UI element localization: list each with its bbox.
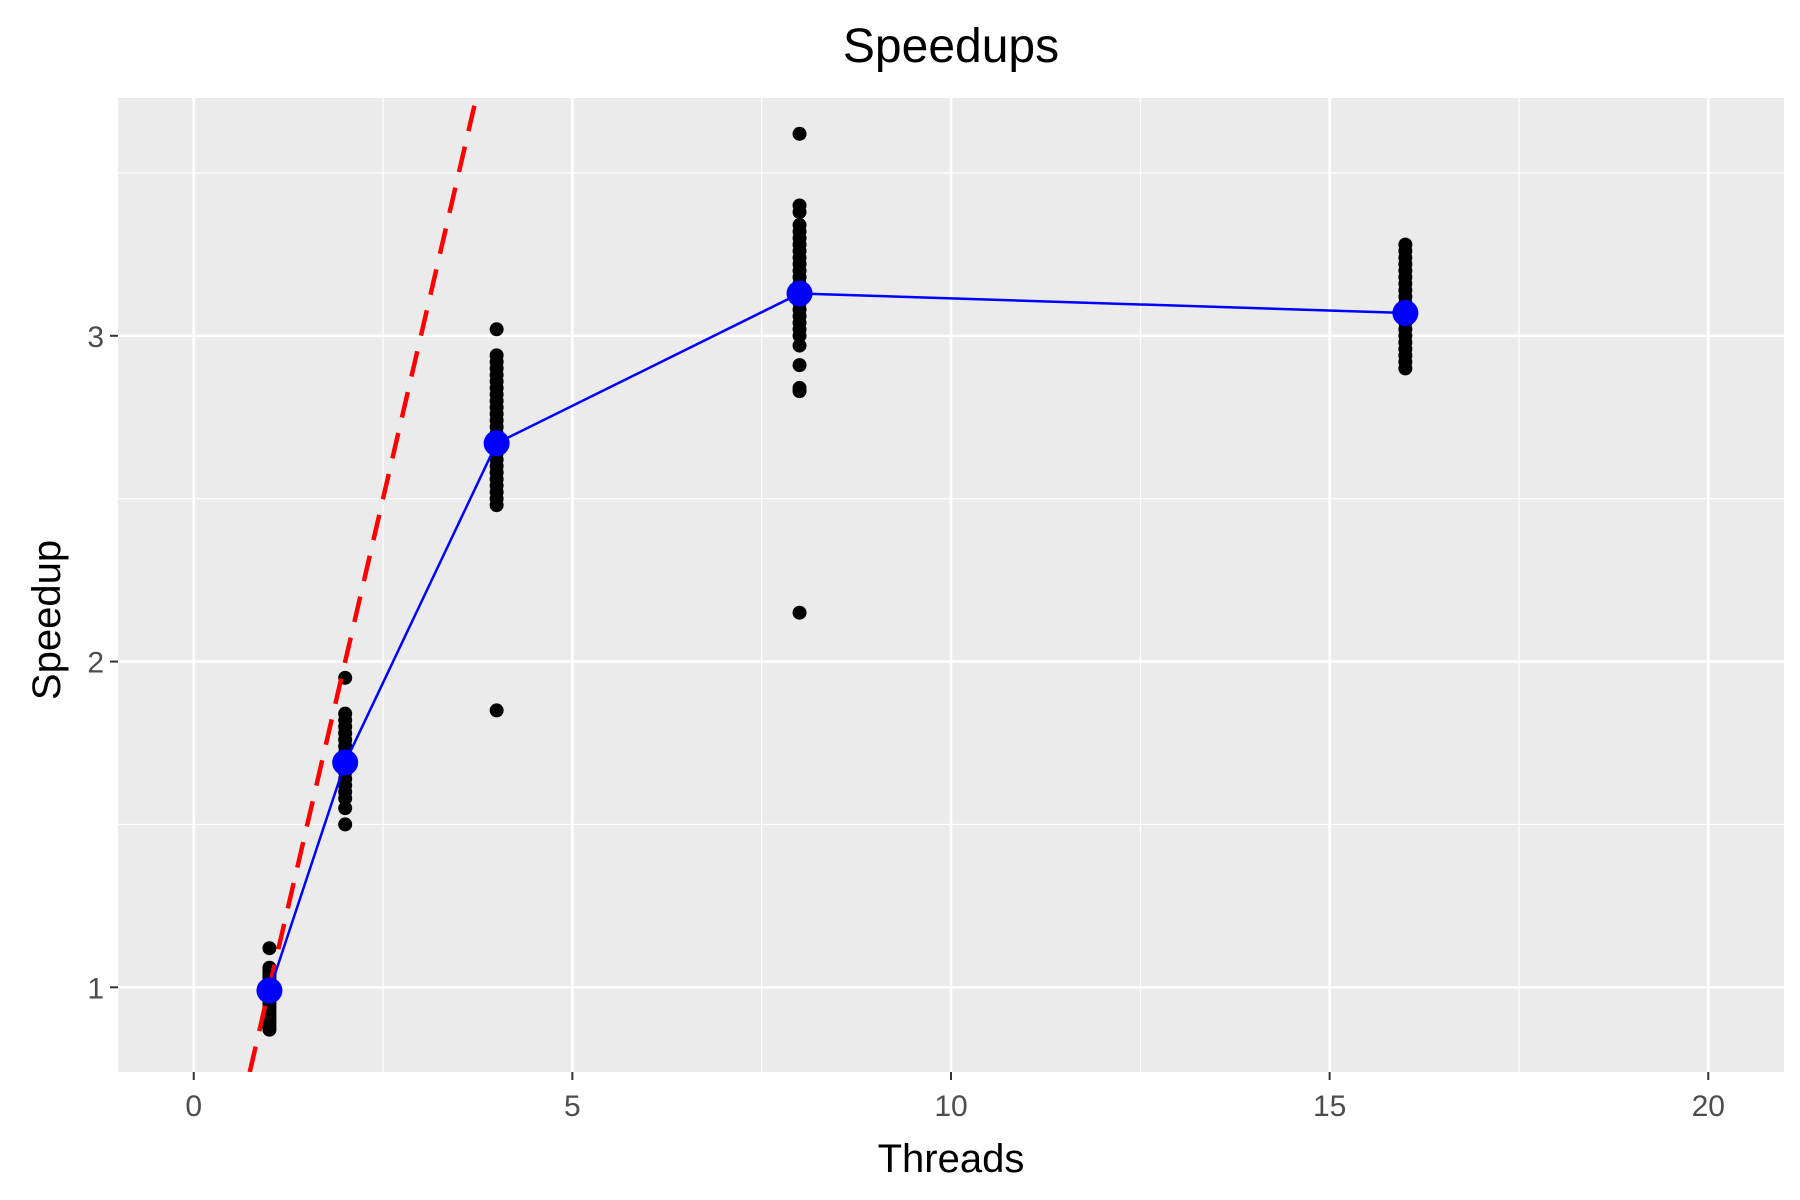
y-axis-title: Speedup xyxy=(25,540,69,700)
raw-point xyxy=(338,801,353,816)
x-axis-title: Threads xyxy=(878,1137,1025,1181)
y-tick-label: 1 xyxy=(87,972,104,1005)
raw-point xyxy=(262,941,277,956)
raw-point xyxy=(792,218,807,233)
mean-point xyxy=(332,749,359,776)
raw-point xyxy=(792,605,807,620)
raw-point xyxy=(489,348,504,363)
raw-point xyxy=(338,706,353,721)
chart-title: Speedups xyxy=(843,20,1059,73)
y-tick-label: 2 xyxy=(87,647,104,680)
raw-point xyxy=(338,817,353,832)
mean-point xyxy=(786,280,813,307)
raw-point xyxy=(792,126,807,141)
raw-point xyxy=(792,198,807,213)
grid-lines xyxy=(118,98,1784,1072)
raw-point xyxy=(792,358,807,373)
axis-ticks: 0 5 10 15 20 1 2 3 xyxy=(87,321,1725,1123)
y-tick-label: 3 xyxy=(87,321,104,354)
x-tick-label: 20 xyxy=(1692,1090,1725,1123)
raw-point xyxy=(1398,237,1413,252)
mean-point xyxy=(483,430,510,457)
x-tick-label: 0 xyxy=(185,1090,202,1123)
x-tick-label: 10 xyxy=(934,1090,967,1123)
data-layer xyxy=(247,98,1419,1072)
mean-point xyxy=(1392,299,1419,326)
x-tick-label: 15 xyxy=(1313,1090,1346,1123)
raw-point xyxy=(792,380,807,395)
x-tick-label: 5 xyxy=(564,1090,581,1123)
raw-point xyxy=(489,322,504,337)
raw-point xyxy=(792,338,807,353)
mean-point xyxy=(256,977,283,1004)
raw-point xyxy=(489,703,504,718)
